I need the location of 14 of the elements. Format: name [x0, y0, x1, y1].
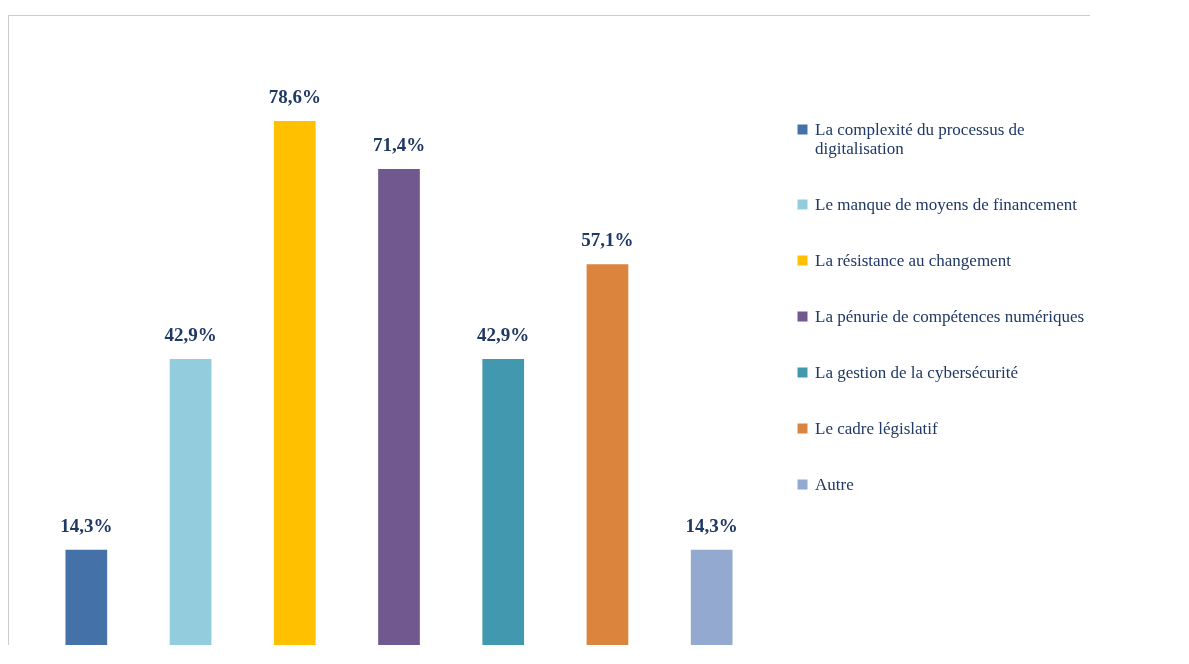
legend-label: La complexité du processus de digitalisation [815, 119, 1025, 158]
legend-label: La gestion de la cybersécurité [815, 362, 1018, 382]
data-label: 14,3% [60, 514, 113, 536]
data-label: 71,4% [372, 134, 426, 155]
data-label: 14,3% [685, 514, 738, 536]
legend-label: La résistance au changement [815, 250, 1012, 270]
legend-label: Le manque de moyens de financement [815, 194, 1078, 214]
legend-label: La pénurie de compétences numériques [815, 306, 1085, 326]
data-label: 57,1% [581, 229, 634, 251]
legend-label: Le cadre législatif [815, 418, 939, 438]
data-label: 42,9% [164, 324, 217, 345]
data-label: 42,9% [477, 324, 530, 345]
legend-label: Autre [815, 474, 854, 494]
data-label: 78,6% [268, 86, 321, 107]
